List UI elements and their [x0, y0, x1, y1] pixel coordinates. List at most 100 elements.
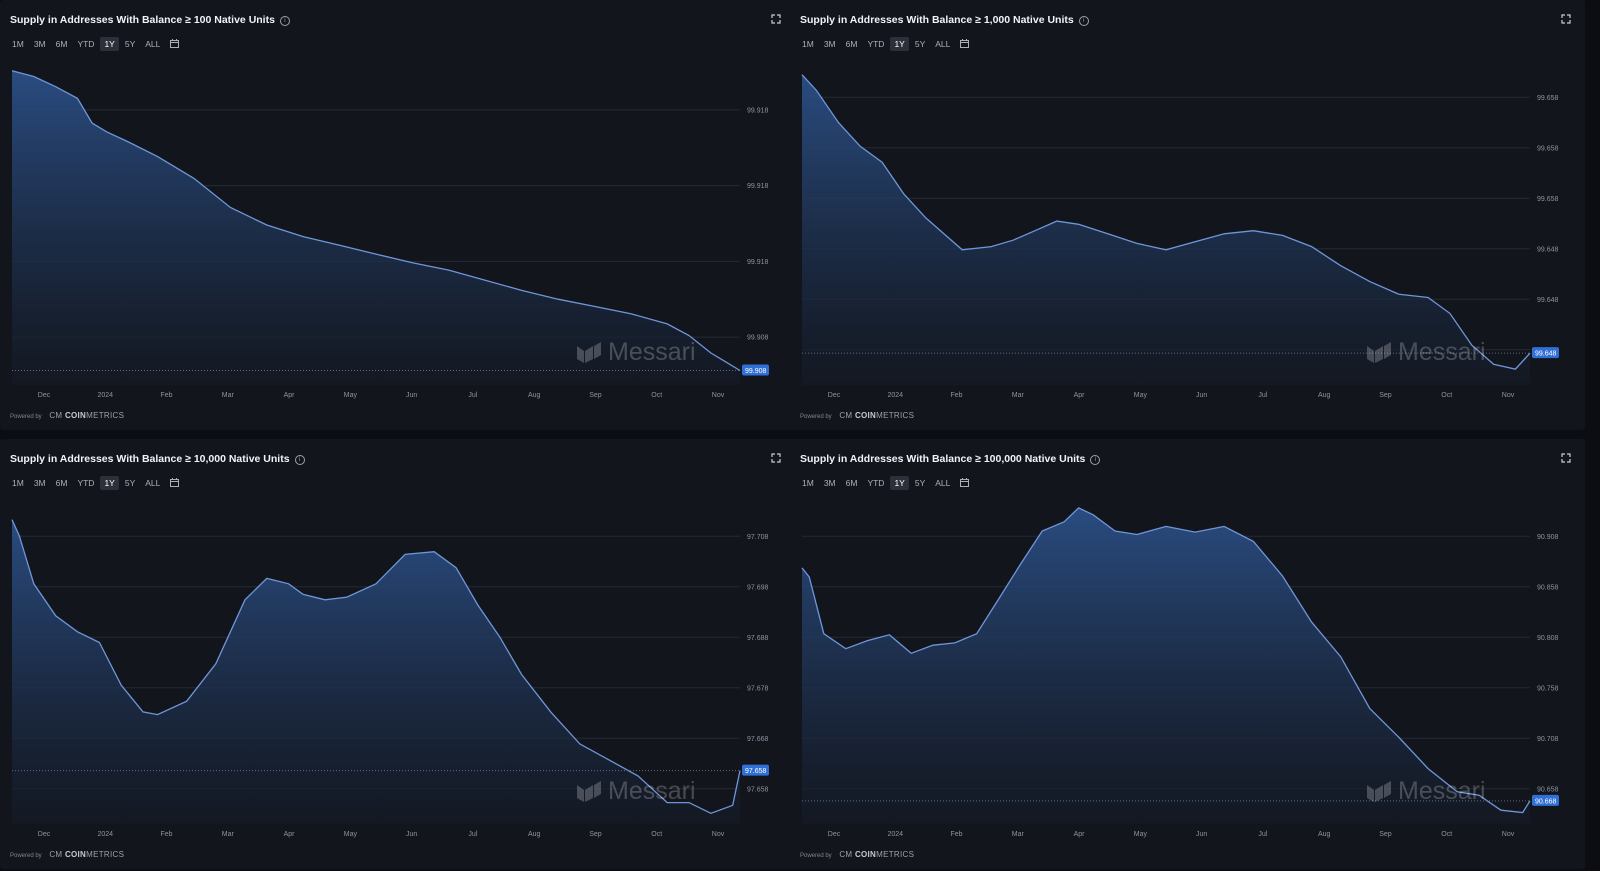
- x-tick-label: Mar: [222, 392, 235, 399]
- coinmetrics-logo: CM COINMETRICS: [49, 850, 125, 859]
- series-area: [12, 519, 740, 824]
- x-tick-label: Aug: [1318, 392, 1331, 399]
- range-button-ytd[interactable]: YTD: [863, 37, 888, 51]
- series-line: [11, 70, 741, 372]
- x-tick-label: Sep: [589, 392, 602, 399]
- y-tick-label: 97.668: [747, 736, 769, 743]
- range-button-5y[interactable]: 5Y: [121, 476, 139, 490]
- fullscreen-icon[interactable]: [1561, 453, 1571, 463]
- x-tick-label: May: [1134, 831, 1148, 838]
- range-button-all[interactable]: ALL: [931, 476, 954, 490]
- info-icon[interactable]: i: [1078, 16, 1089, 26]
- range-button-ytd[interactable]: YTD: [863, 476, 888, 490]
- x-tick-label: Sep: [589, 831, 602, 838]
- range-button-1m[interactable]: 1M: [798, 37, 818, 51]
- range-button-1m[interactable]: 1M: [8, 476, 28, 490]
- fullscreen-icon[interactable]: [1561, 14, 1571, 24]
- calendar-icon[interactable]: [960, 478, 970, 487]
- range-button-1y[interactable]: 1Y: [890, 476, 909, 490]
- x-tick-label: Dec: [38, 392, 51, 399]
- messari-watermark: Messari: [576, 777, 696, 806]
- range-button-6m[interactable]: 6M: [842, 37, 862, 51]
- x-tick-label: May: [1134, 392, 1148, 399]
- calendar-icon[interactable]: [170, 39, 180, 48]
- range-button-6m[interactable]: 6M: [52, 37, 72, 51]
- x-tick-label: Nov: [712, 831, 725, 838]
- range-button-3m[interactable]: 3M: [30, 476, 50, 490]
- series-area: [12, 70, 740, 385]
- y-tick-label: 90.658: [1537, 786, 1559, 793]
- x-tick-label: Jul: [1258, 392, 1267, 399]
- panel-title: Supply in Addresses With Balance ≥ 100 N…: [10, 14, 290, 26]
- panel-title: Supply in Addresses With Balance ≥ 10,00…: [10, 453, 305, 465]
- range-button-3m[interactable]: 3M: [30, 37, 50, 51]
- range-button-3m[interactable]: 3M: [820, 37, 840, 51]
- area-chart: 99.65899.65899.65899.64899.64899.64899.6…: [801, 74, 1559, 399]
- x-tick-label: Feb: [951, 392, 963, 399]
- x-tick-label: Jun: [1196, 392, 1207, 399]
- x-tick-label: Jun: [406, 831, 417, 838]
- calendar-icon[interactable]: [960, 39, 970, 48]
- x-tick-label: Jun: [1196, 831, 1207, 838]
- last-value-text: 97.658: [745, 768, 767, 775]
- y-tick-label: 99.648: [1537, 246, 1559, 253]
- range-button-1y[interactable]: 1Y: [100, 476, 119, 490]
- x-tick-label: Sep: [1379, 392, 1392, 399]
- range-button-3m[interactable]: 3M: [820, 476, 840, 490]
- x-tick-label: Mar: [222, 831, 235, 838]
- series-area: [802, 507, 1530, 824]
- last-value-text: 99.908: [745, 368, 767, 375]
- calendar-icon[interactable]: [170, 478, 180, 487]
- panel-title: Supply in Addresses With Balance ≥ 1,000…: [800, 14, 1089, 26]
- x-tick-label: 2024: [887, 831, 903, 838]
- range-button-all[interactable]: ALL: [141, 476, 164, 490]
- info-icon[interactable]: i: [294, 455, 305, 465]
- x-tick-label: Dec: [828, 392, 841, 399]
- range-button-ytd[interactable]: YTD: [73, 37, 98, 51]
- x-tick-label: Mar: [1012, 831, 1025, 838]
- range-button-5y[interactable]: 5Y: [911, 37, 929, 51]
- range-button-5y[interactable]: 5Y: [121, 37, 139, 51]
- range-button-6m[interactable]: 6M: [52, 476, 72, 490]
- x-tick-label: Feb: [161, 392, 173, 399]
- fullscreen-icon[interactable]: [771, 453, 781, 463]
- info-icon[interactable]: i: [1090, 455, 1101, 465]
- time-range-selector: 1M 3M 6M YTD 1Y 5Y ALL: [8, 37, 180, 51]
- y-tick-label: 99.658: [1537, 95, 1559, 102]
- x-tick-label: 2024: [97, 831, 113, 838]
- range-button-all[interactable]: ALL: [141, 37, 164, 51]
- info-icon[interactable]: i: [279, 16, 290, 26]
- y-tick-label: 90.708: [1537, 736, 1559, 743]
- range-button-1m[interactable]: 1M: [798, 476, 818, 490]
- time-range-selector: 1M 3M 6M YTD 1Y 5Y ALL: [798, 476, 970, 490]
- area-chart: 90.908 90.858 90.808 90.758 90.708 90.658 90.6…: [801, 507, 1559, 838]
- series-line: [801, 74, 1531, 370]
- range-button-5y[interactable]: 5Y: [911, 476, 929, 490]
- range-button-1m[interactable]: 1M: [8, 37, 28, 51]
- x-tick-label: 2024: [887, 392, 903, 399]
- range-button-ytd[interactable]: YTD: [73, 476, 98, 490]
- y-tick-label: 99.918: [747, 107, 769, 114]
- powered-by-text: Powered by: [800, 414, 832, 420]
- fullscreen-icon[interactable]: [771, 14, 781, 24]
- x-tick-label: Mar: [1012, 392, 1025, 399]
- panel-title-text: Supply in Addresses With Balance ≥ 100,0…: [800, 453, 1086, 465]
- range-button-1y[interactable]: 1Y: [890, 37, 909, 51]
- range-button-1y[interactable]: 1Y: [100, 37, 119, 51]
- series-line: [801, 507, 1531, 814]
- chart-panel-10000: Supply in Addresses With Balance ≥ 10,00…: [0, 439, 795, 869]
- y-tick-label: 99.658: [1537, 145, 1559, 152]
- series-line: [11, 519, 741, 815]
- y-tick-label: 97.688: [747, 635, 769, 642]
- x-tick-label: May: [344, 392, 358, 399]
- x-tick-label: Dec: [828, 831, 841, 838]
- y-tick-label: 90.858: [1537, 584, 1559, 591]
- watermark-text: Messari: [608, 777, 696, 805]
- range-button-all[interactable]: ALL: [931, 37, 954, 51]
- coinmetrics-logo: CM COINMETRICS: [839, 411, 915, 420]
- last-value-text: 99.648: [1535, 351, 1557, 358]
- range-button-6m[interactable]: 6M: [842, 476, 862, 490]
- x-tick-label: Nov: [1502, 831, 1515, 838]
- messari-watermark: Messari: [1366, 777, 1486, 806]
- last-value-text: 90.668: [1535, 798, 1557, 805]
